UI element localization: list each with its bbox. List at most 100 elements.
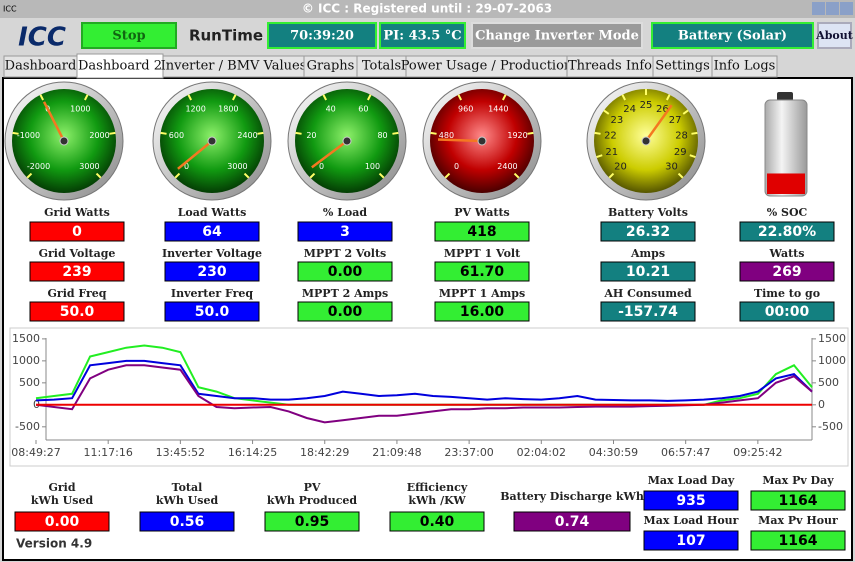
y-tick-label: 1000	[12, 354, 40, 367]
max-box-value: 935	[676, 493, 705, 509]
runtime-label: RunTime	[189, 27, 263, 45]
tab-label[interactable]: Graphs	[307, 59, 355, 74]
total-box	[14, 511, 110, 532]
total-box	[264, 511, 360, 532]
gauge-tick-label: 21	[605, 147, 618, 158]
total-label: Grid	[48, 481, 75, 494]
gauge-tick	[95, 172, 102, 179]
max-box-value: 1164	[779, 493, 818, 509]
gauge-tick	[187, 94, 193, 101]
readout-label: Inverter Freq	[171, 287, 253, 300]
gauge-tick	[608, 172, 615, 179]
change-mode-button[interactable]	[471, 22, 643, 49]
total-box-value: 0.74	[555, 514, 590, 530]
gauge-tick-label: 1920	[507, 131, 527, 140]
tab-label[interactable]: Info Logs	[714, 59, 776, 74]
readout-label: PV Watts	[454, 206, 510, 219]
total-box-value: 0.40	[420, 514, 455, 530]
gauge-tick-label: -1000	[17, 131, 40, 140]
readout-label: % Load	[323, 206, 367, 219]
readout-box-value: 10.21	[626, 264, 670, 280]
readout-box-value: 50.0	[195, 304, 230, 320]
gauge-tick	[457, 94, 463, 101]
close-button[interactable]	[840, 2, 853, 15]
title-bar	[0, 0, 855, 18]
gauge-tick	[689, 154, 696, 159]
battery-mode	[651, 22, 814, 49]
readout-box	[434, 301, 530, 322]
window-icon: ICC	[3, 5, 17, 14]
tab-label[interactable]: Threads Info	[568, 59, 652, 74]
max-box	[750, 530, 846, 551]
gauge-tick-label: 1440	[488, 104, 508, 113]
total-label: kWh Used	[156, 494, 219, 507]
gauge-tick	[39, 94, 45, 101]
gauge-tick-label: 2400	[237, 131, 257, 140]
readout-box	[739, 301, 835, 322]
readout-box	[29, 221, 125, 242]
tab-label[interactable]: Totals	[362, 59, 401, 74]
gauge-tick	[513, 172, 520, 179]
gauge-tick-label: 26	[656, 104, 669, 115]
tab-label[interactable]: Inverter / BMV Values	[161, 59, 307, 74]
tab-label[interactable]: Settings	[655, 59, 710, 74]
gauge-tick-label: 20	[306, 131, 316, 140]
maximize-button[interactable]	[826, 2, 839, 15]
y2-tick-label: 0	[818, 398, 825, 411]
readout-box	[600, 221, 696, 242]
tab[interactable]	[76, 53, 164, 79]
readout-box-value: 00:00	[765, 304, 810, 320]
tab[interactable]	[711, 55, 778, 78]
total-label: Efficiency	[407, 481, 468, 494]
gauge-tick-label: 2400	[497, 162, 517, 171]
total-label: kWh /KW	[408, 494, 466, 507]
stop-button-label[interactable]: Stop	[112, 29, 145, 44]
readout-label: Watts	[769, 247, 805, 260]
version: Version 4.9	[16, 537, 92, 551]
gauge-tick	[677, 172, 684, 179]
gauge-tick	[682, 109, 689, 115]
gauge-needle	[42, 101, 66, 142]
about-button[interactable]	[817, 22, 852, 49]
gauge-tick	[392, 131, 399, 135]
x-tick-label: 11:17:16	[83, 446, 132, 459]
change-mode-button-label[interactable]: Change Inverter Mode	[475, 29, 639, 44]
readout-label: Battery Volts	[608, 206, 688, 219]
gauge-tick-label: 960	[458, 104, 473, 113]
gauge-tick-label: 600	[169, 131, 184, 140]
gauge-tick-label: 23	[611, 115, 624, 126]
minimize-button[interactable]	[812, 2, 825, 15]
gauge-tick	[26, 172, 33, 179]
tab-label[interactable]: Power Usage / Production	[401, 59, 573, 74]
gauge-tick-label: 3000	[227, 162, 247, 171]
gauge-hub	[59, 136, 69, 146]
x-tick-label: 23:37:00	[444, 446, 493, 459]
gauge-tick-label: 100	[365, 162, 380, 171]
gauge-hub	[342, 136, 352, 146]
gauge-tick	[594, 131, 601, 135]
readout-label: MPPT 2 Amps	[302, 287, 388, 300]
total-box-value: 0.95	[295, 514, 330, 530]
total-label: kWh Produced	[267, 494, 358, 507]
tab-label[interactable]: Dashboard	[5, 59, 77, 74]
max-box-value: 107	[676, 533, 705, 549]
total-label: Total	[172, 481, 203, 494]
readout-box-value: 16.00	[460, 304, 505, 320]
readout-box-value: 418	[467, 224, 496, 240]
total-label: PV	[304, 481, 321, 494]
chart-line	[35, 359, 813, 402]
total-label: kWh Used	[31, 494, 94, 507]
gauge-tick-label: 25	[640, 100, 653, 111]
gauge-needle	[177, 140, 213, 170]
battery-body	[764, 99, 808, 197]
stop-button[interactable]	[81, 22, 177, 49]
tab-label[interactable]: Dashboard 2	[78, 59, 162, 74]
gauge-tick	[665, 94, 671, 101]
about-button-label[interactable]: About	[815, 29, 854, 42]
x-tick-label: 16:14:25	[228, 446, 277, 459]
gauge-tick	[231, 94, 237, 101]
gauge-tick-label: 0	[454, 162, 459, 171]
gauge-tick-label: 3000	[79, 162, 99, 171]
readout-box	[297, 301, 393, 322]
x-tick-label: 09:25:42	[733, 446, 782, 459]
